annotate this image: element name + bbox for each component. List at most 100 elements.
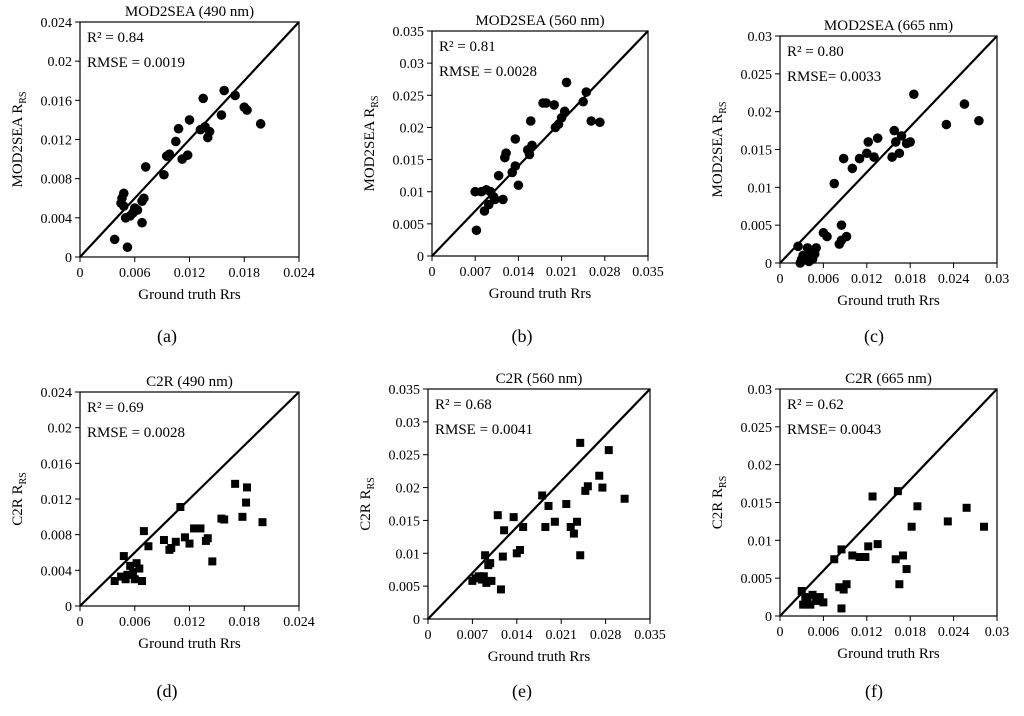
data-point	[586, 116, 597, 126]
y-tick-label: 0.03	[748, 383, 773, 398]
data-point	[855, 552, 864, 561]
y-axis-label-main: C2R R	[10, 484, 26, 525]
x-tick-label: 0.035	[634, 628, 666, 643]
data-point	[578, 96, 588, 107]
data-point	[581, 486, 590, 495]
data-point	[122, 242, 133, 253]
data-point	[482, 578, 491, 587]
y-tick-label: 0	[765, 257, 772, 272]
data-point	[135, 564, 144, 573]
x-tick-label: 0.024	[938, 272, 970, 287]
scatter-panel-6: 0 0.006 0.012 0.018 0.024 0.03 0 0.005 0.01 0.015…	[710, 371, 1009, 662]
data-point	[811, 243, 821, 253]
data-point	[959, 99, 970, 109]
data-point	[138, 577, 147, 586]
data-point	[242, 105, 252, 115]
r-squared-text: R² = 0.81	[439, 39, 496, 55]
rmse-text: RMSE = 0.0028	[87, 425, 185, 441]
data-point	[837, 604, 846, 613]
data-point	[182, 150, 193, 160]
data-point	[519, 523, 528, 531]
data-point	[121, 575, 130, 584]
data-point	[620, 494, 629, 503]
x-tick-label: 0	[77, 615, 84, 630]
x-tick-label: 0.012	[174, 615, 206, 630]
rmse-text: RMSE = 0.0041	[435, 422, 533, 438]
y-tick-label: 0.015	[741, 497, 773, 512]
rmse-text: RMSE = 0.0019	[87, 55, 185, 71]
y-tick-label: 0.016	[41, 457, 73, 472]
data-point	[185, 539, 194, 548]
data-point	[598, 483, 607, 492]
data-point	[799, 600, 808, 609]
data-point	[549, 100, 559, 110]
y-tick-label: 0.01	[396, 547, 421, 562]
data-point	[198, 93, 208, 104]
data-point	[905, 137, 915, 147]
y-tick-label: 0.016	[41, 94, 73, 109]
data-point	[869, 152, 879, 162]
data-point	[847, 163, 858, 174]
scatter-panel-4: 0 0.006 0.012 0.018 0.024 0 0.004 0.008 0.012 0.0…	[10, 374, 315, 652]
data-point	[808, 590, 817, 599]
data-point	[173, 123, 184, 134]
data-point	[110, 577, 119, 586]
y-axis-label: MOD2SEA RRS	[710, 101, 729, 197]
data-point	[500, 526, 509, 535]
y-axis-label-subscript: RS	[718, 101, 729, 113]
y-tick-label: 0.03	[400, 57, 425, 72]
data-point	[806, 600, 815, 609]
data-point	[576, 438, 585, 447]
x-tick-label: 0.021	[545, 628, 577, 643]
data-point	[830, 555, 839, 564]
data-point	[863, 137, 874, 147]
data-point	[164, 149, 175, 159]
data-point	[815, 593, 824, 602]
x-tick-label: 0.018	[229, 615, 261, 630]
x-tick-label: 0.024	[938, 625, 970, 640]
data-point	[184, 115, 195, 125]
data-point	[258, 518, 267, 527]
data-point	[891, 555, 900, 564]
data-point	[838, 153, 849, 164]
data-point	[510, 161, 521, 171]
panel-label: (e)	[512, 681, 532, 702]
data-point	[861, 552, 870, 561]
data-point	[801, 593, 810, 602]
data-point	[841, 231, 852, 242]
data-point	[979, 522, 988, 531]
data-point	[835, 583, 844, 592]
data-point	[242, 498, 251, 507]
chart-title: C2R (665 nm)	[845, 371, 932, 387]
y-tick-label: 0.005	[741, 572, 773, 587]
x-tick-label: 0.024	[283, 266, 315, 281]
data-point	[119, 552, 128, 561]
y-axis-label-subscript: RS	[718, 476, 729, 488]
y-tick-label: 0.008	[41, 173, 73, 188]
data-point	[230, 90, 240, 101]
x-tick-label: 0.006	[119, 615, 151, 630]
data-point	[479, 572, 488, 581]
data-point	[902, 565, 911, 574]
data-point	[561, 77, 572, 88]
data-point	[203, 534, 212, 543]
y-tick-label: 0.02	[400, 121, 425, 136]
data-point	[559, 106, 570, 117]
y-tick-label: 0.004	[41, 212, 73, 227]
data-point	[190, 524, 199, 533]
rmse-text: RMSE= 0.0033	[787, 69, 881, 85]
data-point	[544, 501, 553, 510]
data-point	[238, 512, 247, 521]
data-point	[515, 546, 524, 554]
y-tick-label: 0.012	[41, 493, 73, 508]
one-to-one-line	[79, 391, 300, 607]
x-tick-label: 0.018	[894, 272, 926, 287]
data-point	[538, 491, 547, 500]
data-point	[176, 503, 185, 512]
one-to-one-line	[79, 21, 300, 258]
y-tick-label: 0.015	[389, 514, 421, 529]
data-point	[139, 527, 148, 536]
y-tick-label: 0.024	[41, 16, 73, 31]
y-axis-label-main: MOD2SEA R	[10, 104, 26, 188]
